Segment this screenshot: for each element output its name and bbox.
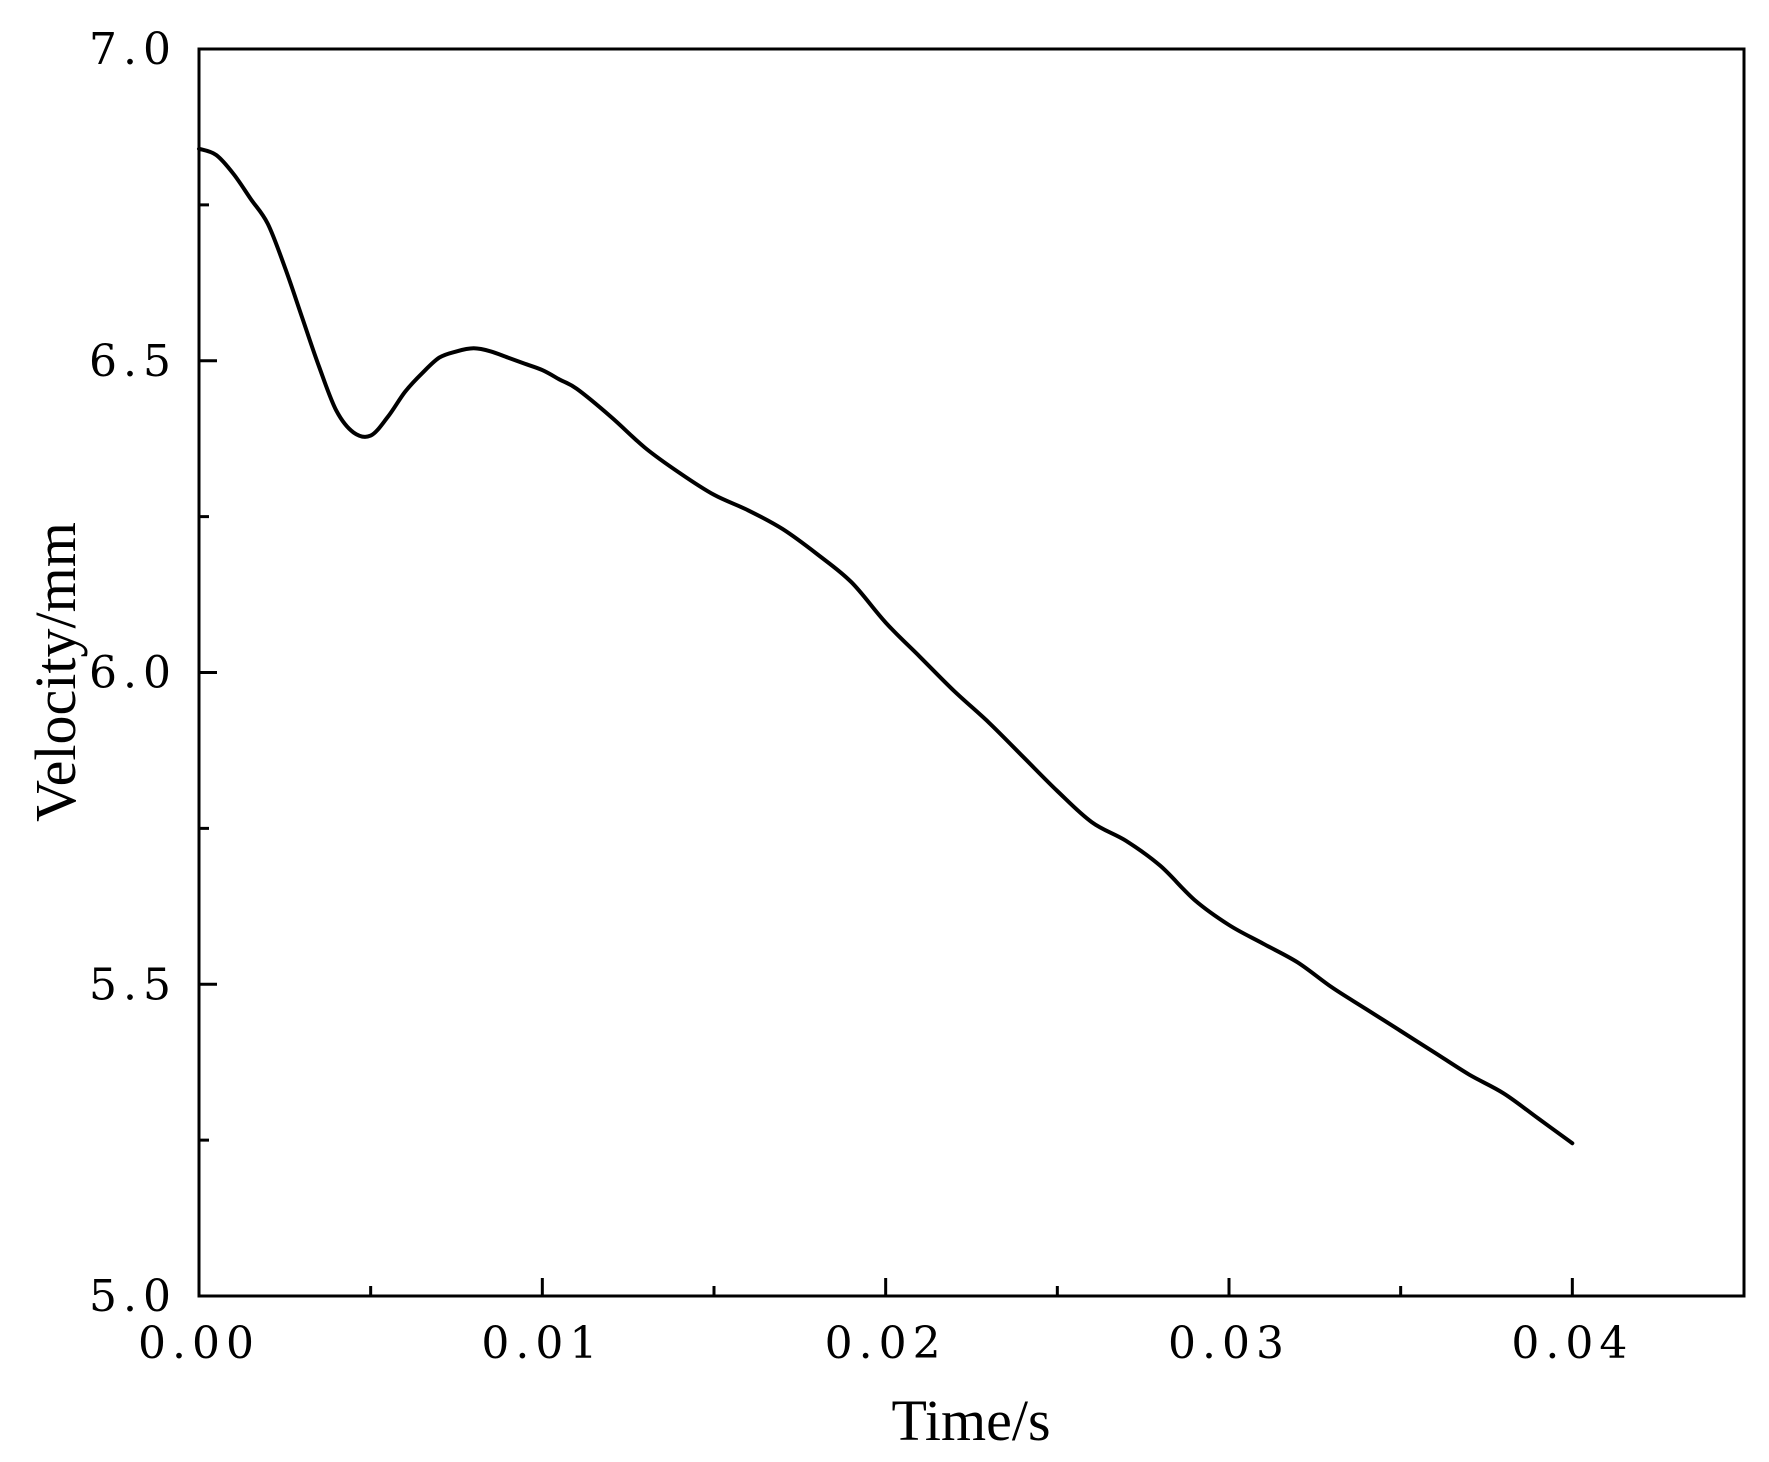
x-tick-label: 0.00: [138, 1318, 260, 1369]
x-tick-label: 0.01: [481, 1318, 603, 1369]
y-tick-label: 5.0: [89, 1271, 177, 1322]
x-tick-label: 0.04: [1511, 1318, 1633, 1369]
x-axis-ticks: 0.00 0.01 0.02 0.03 0.04: [138, 1278, 1633, 1369]
series-line-velocity: [197, 146, 1575, 1146]
y-axis-ticks: 5.0 5.5 6.0 6.5 7.0: [89, 24, 217, 1322]
y-tick-label: 7.0: [89, 24, 177, 75]
y-axis-title: Velocity/mm: [23, 522, 88, 822]
plot-frame: [197, 47, 1746, 1298]
x-tick-label: 0.02: [825, 1318, 947, 1369]
y-tick-label: 5.5: [89, 959, 177, 1010]
y-tick-label: 6.5: [89, 336, 177, 387]
x-axis-title: Time/s: [891, 1388, 1050, 1453]
x-tick-label: 0.03: [1168, 1318, 1290, 1369]
y-tick-label: 6.0: [89, 648, 177, 699]
